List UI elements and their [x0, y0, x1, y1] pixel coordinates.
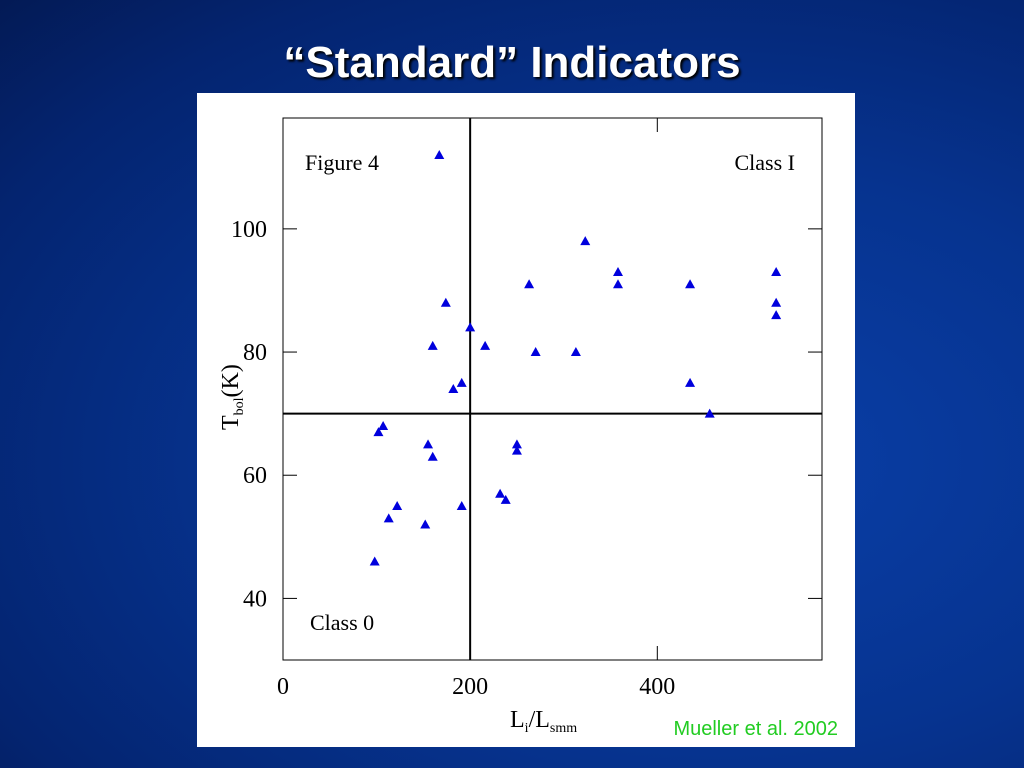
data-point — [511, 445, 522, 455]
data-point — [465, 322, 476, 332]
data-point — [530, 347, 541, 357]
data-point — [685, 279, 696, 289]
data-point — [570, 347, 581, 357]
data-point — [500, 494, 511, 504]
credit: Mueller et al. 2002 — [673, 718, 838, 740]
annotation: Class I — [735, 150, 796, 175]
data-point — [480, 340, 491, 350]
x-axis-label-part: L — [510, 707, 525, 733]
y-tick-label: 100 — [231, 217, 267, 243]
data-point — [448, 384, 459, 393]
data-point — [613, 279, 624, 289]
y-tick-label: 40 — [243, 586, 267, 612]
data-point — [423, 439, 434, 449]
annotation: Class 0 — [310, 610, 374, 635]
x-axis-label-part: smm — [550, 721, 577, 736]
data-point — [427, 340, 438, 350]
data-point — [771, 266, 782, 276]
data-point — [456, 501, 467, 511]
data-point — [580, 236, 591, 246]
data-point — [456, 377, 467, 387]
x-axis-label: Li/Lsmm — [510, 707, 577, 736]
x-tick-label: 0 — [277, 674, 289, 700]
y-axis-label: Tbol(K) — [218, 364, 247, 430]
x-tick-label: 200 — [452, 674, 488, 700]
figure-panel — [197, 93, 855, 747]
data-point — [613, 266, 624, 276]
plot-frame — [282, 117, 823, 661]
data-point — [685, 377, 696, 387]
data-point — [427, 451, 438, 461]
data-point — [383, 513, 394, 523]
x-tick-label: 400 — [639, 674, 675, 700]
y-axis-label-part: (K) — [218, 364, 244, 397]
data-point — [704, 408, 715, 418]
data-point — [378, 420, 389, 430]
data-point — [771, 310, 782, 320]
data-point — [495, 488, 506, 498]
y-tick-label: 60 — [243, 463, 267, 489]
y-axis-label-part: T — [218, 415, 244, 430]
data-point — [524, 279, 535, 289]
data-point — [369, 556, 380, 566]
x-axis-label-part: /L — [529, 707, 550, 733]
data-point — [511, 439, 522, 449]
y-tick-label: 80 — [243, 340, 267, 366]
data-point — [373, 427, 384, 437]
annotation: Figure 4 — [305, 150, 379, 175]
x-axis-label-part: i — [525, 721, 529, 736]
y-axis-label-part: bol — [232, 397, 247, 415]
data-point — [434, 149, 445, 159]
data-point — [440, 297, 451, 307]
slide-title: “Standard” Indicators — [283, 38, 741, 87]
data-point — [392, 501, 403, 511]
data-point — [420, 519, 431, 529]
data-point — [771, 297, 782, 307]
